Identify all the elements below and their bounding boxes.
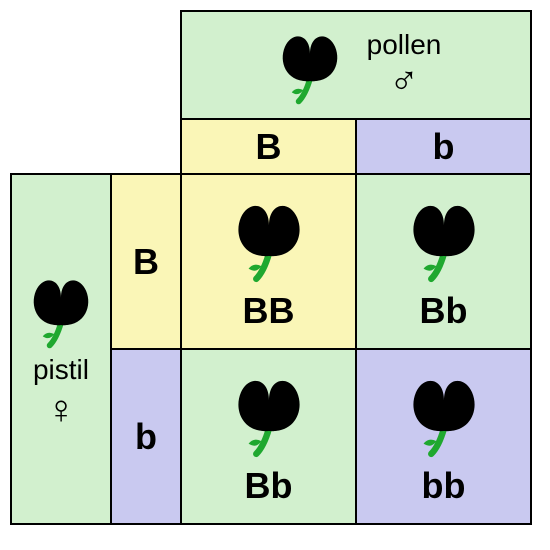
female-allele-b: b xyxy=(110,348,182,525)
pollen-label: pollen xyxy=(367,29,442,61)
flower-icon xyxy=(226,192,312,284)
pollen-flower xyxy=(271,24,349,106)
female-symbol-icon: ♀ xyxy=(46,390,76,430)
flower-icon xyxy=(401,192,487,284)
genotype-label: BB xyxy=(243,290,295,332)
female-allele-B: B xyxy=(110,173,182,350)
offspring-BB: BB xyxy=(180,173,357,350)
punnett-square: pollen ♂ B b pistil ♀ B b BB Bb xyxy=(10,10,535,535)
male-allele-B: B xyxy=(180,118,357,175)
offspring-bb: bb xyxy=(355,348,532,525)
pistil-label: pistil xyxy=(33,354,89,386)
pollen-header: pollen ♂ xyxy=(180,10,532,120)
offspring-Bb-top: Bb xyxy=(355,173,532,350)
genotype-label: Bb xyxy=(245,465,293,507)
male-symbol-icon: ♂ xyxy=(389,61,419,101)
genotype-label: bb xyxy=(422,465,466,507)
flower-icon xyxy=(401,367,487,459)
genotype-label: Bb xyxy=(420,290,468,332)
flower-icon xyxy=(226,367,312,459)
offspring-Bb-bottom: Bb xyxy=(180,348,357,525)
male-allele-b: b xyxy=(355,118,532,175)
pistil-header: pistil ♀ xyxy=(10,173,112,525)
pistil-flower xyxy=(22,268,100,350)
